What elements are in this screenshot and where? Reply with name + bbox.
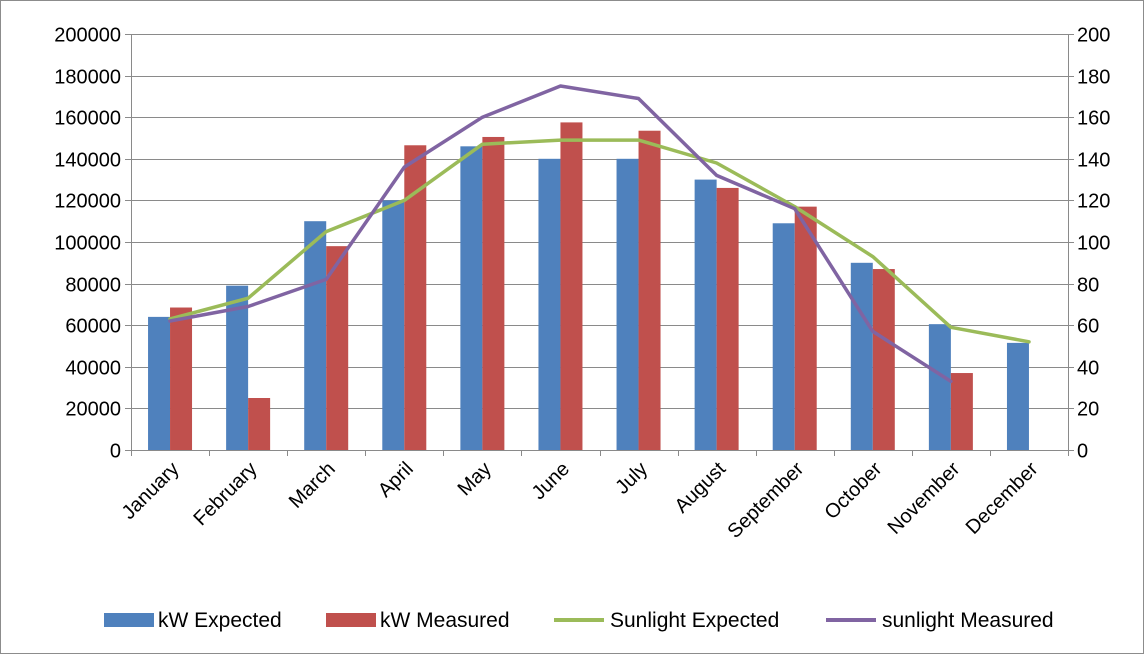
bar-kw-measured [482, 136, 505, 450]
y-left-tick-label: 160000 [54, 108, 121, 130]
legend-label-sunlight-expected: Sunlight Expected [610, 609, 779, 632]
y-left-tick-label: 140000 [54, 150, 121, 172]
bar-kw-expected [1006, 342, 1029, 450]
y-right-tick-label: 200 [1077, 25, 1110, 47]
bar-kw-measured [638, 130, 661, 450]
bar-kw-expected [850, 262, 873, 450]
bar-kw-measured [560, 122, 583, 451]
legend-label-kw-measured: kW Measured [380, 609, 510, 632]
bar-kw-measured [872, 269, 895, 450]
bar-kw-expected [148, 316, 171, 450]
y-right-tick-label: 0 [1077, 441, 1088, 463]
bar-kw-measured [326, 246, 349, 450]
bar-kw-measured [716, 187, 739, 451]
bar-kw-expected [616, 158, 639, 451]
y-left-tick-label: 100000 [54, 233, 121, 255]
bar-kw-measured [794, 206, 817, 450]
bar-kw-expected [226, 285, 249, 450]
y-right-tick-label: 160 [1077, 108, 1110, 130]
y-left-tick-label: 60000 [65, 316, 121, 338]
line-sunlight-measured [168, 84, 953, 384]
line-sunlight-expected [168, 138, 1031, 344]
bar-kw-expected [460, 146, 483, 450]
y-right-tick-label: 120 [1077, 191, 1110, 213]
y-right-tick-label: 80 [1077, 275, 1099, 297]
y-right-tick-label: 60 [1077, 316, 1099, 338]
y-right-tick-label: 20 [1077, 399, 1099, 421]
legend-label-kw-expected: kW Expected [158, 609, 282, 632]
y-left-tick-label: 0 [110, 441, 121, 463]
bar-kw-expected [928, 324, 951, 450]
bar-kw-measured [170, 307, 193, 450]
bar-kw-expected [538, 158, 561, 451]
y-left-tick-label: 80000 [65, 275, 121, 297]
bar-kw-measured [950, 373, 973, 450]
legend-swatch-kw-measured [326, 613, 376, 627]
legend-swatch-kw-expected [104, 613, 154, 627]
bar-kw-expected [382, 200, 405, 450]
y-left-tick-label: 40000 [65, 358, 121, 380]
bar-kw-expected [772, 223, 795, 450]
y-right-tick-label: 180 [1077, 67, 1110, 89]
y-left-tick-label: 180000 [54, 67, 121, 89]
y-right-tick-label: 40 [1077, 358, 1099, 380]
y-right-tick-label: 140 [1077, 150, 1110, 172]
bar-kw-expected [694, 179, 717, 450]
bar-kw-measured [248, 398, 271, 450]
bar-kw-expected [304, 221, 327, 450]
y-left-tick-label: 120000 [54, 191, 121, 213]
legend-label-sunlight-measured: sunlight Measured [882, 609, 1054, 632]
y-left-tick-label: 20000 [65, 399, 121, 421]
y-right-tick-label: 100 [1077, 233, 1110, 255]
bar-kw-measured [404, 145, 427, 450]
y-left-tick-label: 200000 [54, 25, 121, 47]
